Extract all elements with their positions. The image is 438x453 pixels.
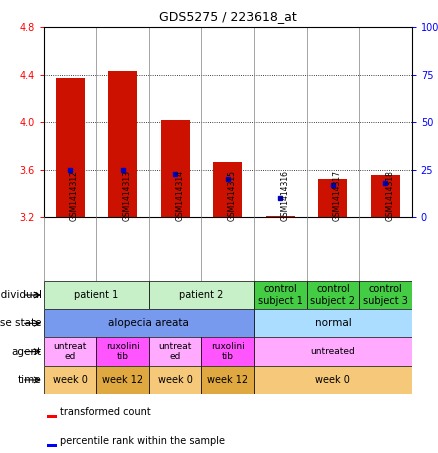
Text: normal: normal — [314, 318, 351, 328]
Bar — [108, 71, 137, 217]
Text: patient 1: patient 1 — [74, 290, 119, 300]
FancyBboxPatch shape — [96, 337, 149, 366]
Text: alopecia areata: alopecia areata — [109, 318, 189, 328]
Bar — [47, 415, 57, 418]
Text: week 0: week 0 — [315, 375, 350, 385]
Text: percentile rank within the sample: percentile rank within the sample — [60, 436, 226, 446]
FancyBboxPatch shape — [149, 281, 254, 309]
Text: control
subject 1: control subject 1 — [258, 284, 303, 306]
FancyBboxPatch shape — [201, 366, 254, 394]
Text: individual: individual — [0, 290, 42, 300]
Text: GSM1414315: GSM1414315 — [228, 169, 237, 221]
Text: disease state: disease state — [0, 318, 42, 328]
Text: untreat
ed: untreat ed — [53, 342, 87, 361]
Bar — [213, 162, 242, 217]
FancyBboxPatch shape — [254, 366, 412, 394]
Bar — [266, 216, 295, 217]
Text: GSM1414314: GSM1414314 — [175, 169, 184, 221]
Text: GSM1414318: GSM1414318 — [385, 170, 395, 221]
Text: untreated: untreated — [311, 347, 355, 356]
Bar — [371, 175, 400, 217]
FancyBboxPatch shape — [201, 337, 254, 366]
FancyBboxPatch shape — [254, 309, 412, 337]
FancyBboxPatch shape — [254, 281, 307, 309]
Text: GSM1414312: GSM1414312 — [70, 170, 79, 221]
FancyBboxPatch shape — [44, 337, 96, 366]
FancyBboxPatch shape — [149, 337, 201, 366]
Text: control
subject 3: control subject 3 — [363, 284, 408, 306]
Text: time: time — [18, 375, 42, 385]
FancyBboxPatch shape — [44, 281, 149, 309]
Text: untreat
ed: untreat ed — [159, 342, 192, 361]
Text: week 0: week 0 — [53, 375, 88, 385]
Text: transformed count: transformed count — [60, 407, 151, 417]
FancyBboxPatch shape — [149, 366, 201, 394]
Text: week 0: week 0 — [158, 375, 193, 385]
Text: agent: agent — [11, 347, 42, 357]
FancyBboxPatch shape — [96, 366, 149, 394]
FancyBboxPatch shape — [44, 309, 254, 337]
Bar — [318, 179, 347, 217]
Text: ruxolini
tib: ruxolini tib — [106, 342, 140, 361]
Bar — [161, 120, 190, 217]
Text: patient 2: patient 2 — [179, 290, 224, 300]
Title: GDS5275 / 223618_at: GDS5275 / 223618_at — [159, 10, 297, 23]
Bar — [56, 78, 85, 217]
Bar — [47, 444, 57, 447]
Text: control
subject 2: control subject 2 — [311, 284, 355, 306]
FancyBboxPatch shape — [307, 281, 359, 309]
FancyBboxPatch shape — [44, 366, 96, 394]
Text: week 12: week 12 — [207, 375, 248, 385]
FancyBboxPatch shape — [359, 281, 412, 309]
Text: GSM1414313: GSM1414313 — [123, 169, 132, 221]
FancyBboxPatch shape — [254, 337, 412, 366]
Text: ruxolini
tib: ruxolini tib — [211, 342, 245, 361]
Text: GSM1414317: GSM1414317 — [333, 169, 342, 221]
Text: week 12: week 12 — [102, 375, 143, 385]
Text: GSM1414316: GSM1414316 — [280, 169, 290, 221]
